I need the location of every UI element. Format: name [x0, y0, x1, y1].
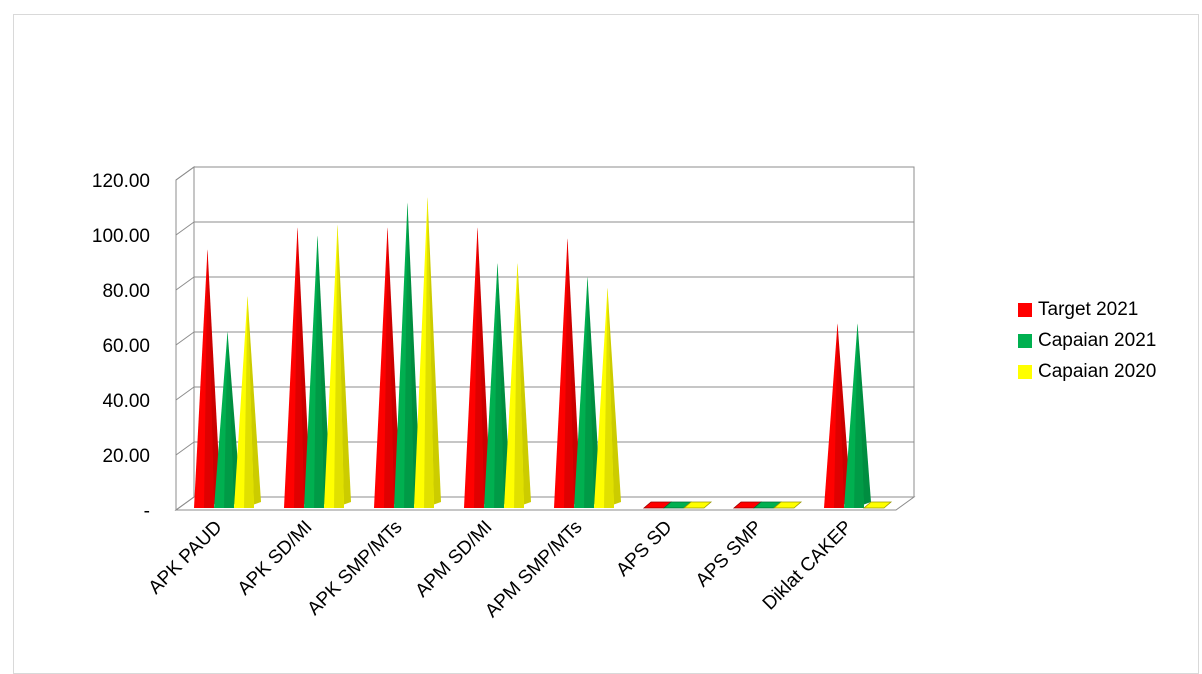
x-tick-label: APS SMP — [692, 517, 767, 592]
floor-outline — [174, 496, 916, 511]
bar-shade — [424, 197, 434, 508]
bar-shade — [494, 263, 504, 508]
x-tick-label: APK PAUD — [145, 517, 227, 599]
bar-shade — [294, 227, 304, 508]
x-tick-label: APM SMP/MTs — [481, 517, 586, 622]
gridline-side — [175, 441, 195, 456]
y-axis-tick-labels: - 20.00 40.00 60.00 80.00 100.00 120.00 — [92, 171, 150, 522]
bar-shade — [314, 235, 324, 508]
gridline-side — [175, 276, 195, 291]
bar-shade — [474, 227, 484, 508]
gridline-side — [175, 331, 195, 346]
gridline-side — [175, 166, 195, 181]
bar-base — [772, 501, 803, 509]
legend-label: Target 2021 — [1038, 298, 1139, 320]
bar-base — [862, 501, 893, 509]
pyramid-bar-chart: - 20.00 40.00 60.00 80.00 100.00 120.00 APK PA… — [92, 166, 916, 622]
y-tick-label: 120.00 — [92, 171, 150, 192]
bar-shade — [834, 323, 844, 508]
x-tick-label: APM SD/MI — [412, 517, 497, 602]
bar-shade — [604, 287, 614, 508]
bar-shade — [404, 202, 414, 508]
x-tick-label: APK SMP/MTs — [304, 517, 407, 620]
legend: Target 2021 Capaian 2021 Capaian 2020 — [1018, 294, 1156, 387]
bar-shade — [384, 227, 394, 508]
bar-shade — [334, 224, 344, 508]
bar-shade — [204, 249, 214, 508]
y-tick-label: 20.00 — [102, 446, 150, 467]
legend-swatch — [1018, 333, 1032, 348]
x-tick-label: APK SD/MI — [234, 517, 317, 600]
bar-shade — [514, 263, 524, 508]
y-tick-label: 60.00 — [102, 336, 150, 357]
bar-base — [682, 501, 713, 509]
y-tick-label: 80.00 — [102, 281, 150, 302]
bar-shade — [244, 296, 254, 508]
legend-swatch — [1018, 302, 1032, 317]
bar-shade — [224, 331, 234, 508]
y-tick-label: - — [144, 501, 150, 522]
y-tick-label: 100.00 — [92, 226, 150, 247]
gridlines — [175, 166, 914, 456]
x-tick-label: APS SD — [612, 517, 676, 581]
gridline-side — [175, 386, 195, 401]
bar-shade — [584, 276, 594, 508]
bar-shade — [854, 323, 864, 508]
legend-swatch — [1018, 364, 1032, 379]
legend-item-capaian-2020: Capaian 2020 — [1018, 356, 1156, 387]
y-tick-label: 40.00 — [102, 391, 150, 412]
bar-shade — [564, 238, 574, 508]
legend-label: Capaian 2021 — [1038, 329, 1157, 351]
legend-item-capaian-2021: Capaian 2021 — [1018, 325, 1156, 356]
bars — [194, 197, 893, 509]
legend-label: Capaian 2020 — [1038, 360, 1157, 382]
gridline-side — [175, 221, 195, 236]
x-tick-label: Diklat CAKEP — [759, 517, 857, 615]
legend-item-target-2021: Target 2021 — [1018, 294, 1156, 325]
